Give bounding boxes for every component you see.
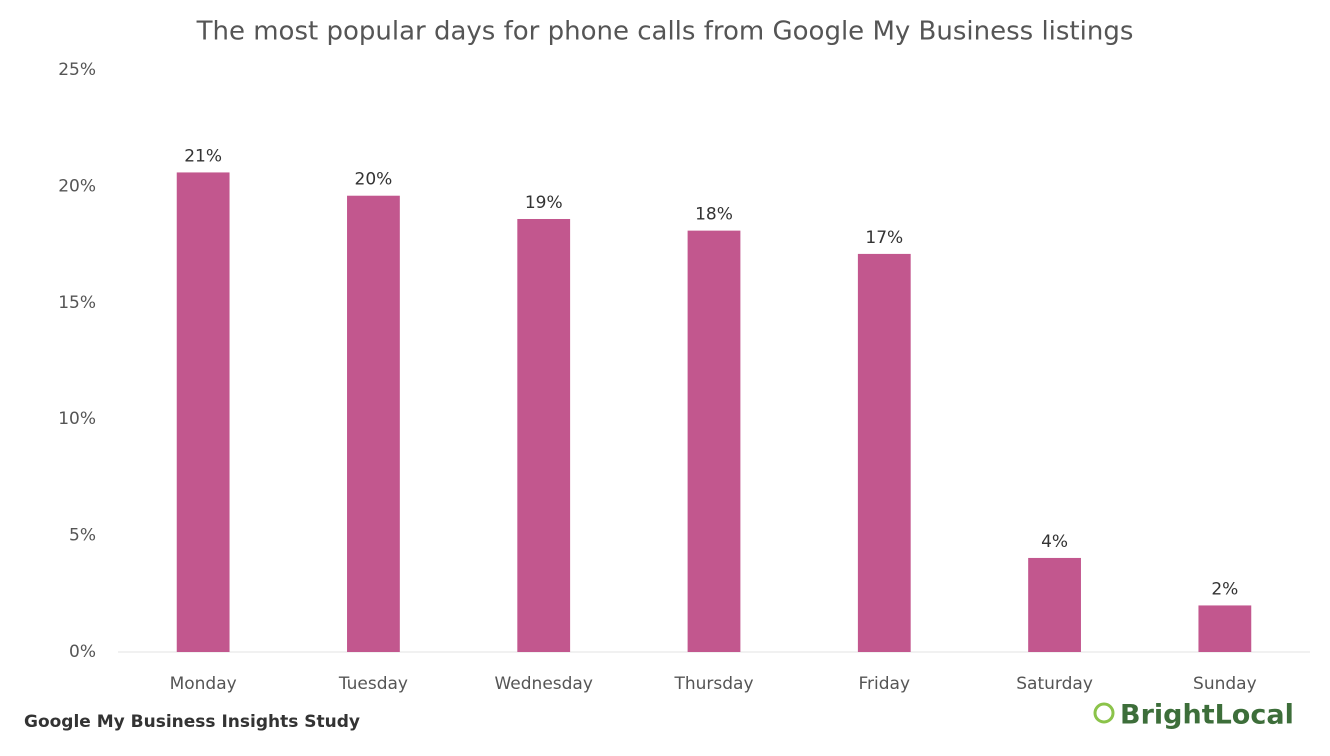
- value-label: 2%: [1211, 579, 1238, 599]
- bar: [857, 253, 911, 653]
- y-tick-label: 10%: [58, 409, 96, 429]
- bar: [687, 230, 741, 652]
- x-tick-label: Monday: [170, 674, 237, 694]
- y-tick-label: 25%: [58, 60, 96, 80]
- bar: [347, 195, 400, 652]
- x-tick-label: Saturday: [1016, 674, 1093, 694]
- chart-title: The most popular days for phone calls fr…: [196, 17, 1134, 47]
- value-label: 18%: [695, 205, 733, 225]
- x-tick-label: Wednesday: [494, 674, 592, 694]
- x-tick-label: Friday: [859, 674, 911, 694]
- brand: BrightLocal: [1120, 700, 1294, 731]
- source: Google My Business Insights Study: [24, 712, 360, 732]
- value-label: 4%: [1041, 532, 1068, 552]
- value-label: 17%: [865, 228, 903, 248]
- y-tick-label: 5%: [69, 526, 96, 546]
- x-tick-label: Sunday: [1193, 674, 1257, 694]
- bar: [517, 218, 571, 652]
- x-tick-label: Thursday: [673, 674, 753, 694]
- y-tick-label: 15%: [58, 293, 96, 313]
- bar: [1198, 605, 1252, 652]
- value-label: 21%: [184, 146, 222, 166]
- value-label: 20%: [355, 170, 393, 190]
- logo: BrightLocal: [1093, 700, 1294, 731]
- logo-icon: [1093, 702, 1115, 724]
- y-tick-label: 20%: [58, 176, 96, 196]
- x-tick-label: Tuesday: [338, 674, 408, 694]
- bar: [1028, 557, 1081, 652]
- bar: [176, 172, 230, 652]
- y-tick-label: 0%: [69, 642, 96, 662]
- value-label: 19%: [525, 193, 563, 213]
